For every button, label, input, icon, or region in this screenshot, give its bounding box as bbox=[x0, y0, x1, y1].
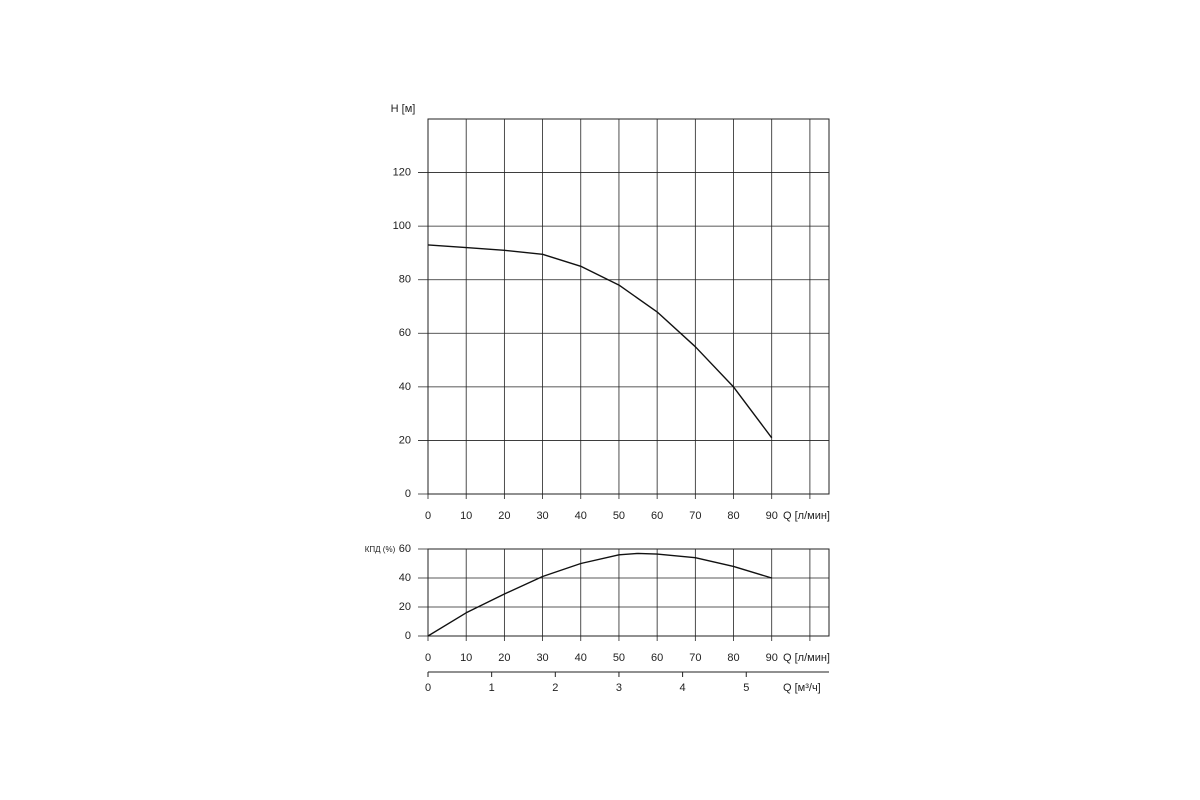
x-tick-label: 0 bbox=[425, 510, 431, 522]
y-axis-label: H [м] bbox=[391, 103, 416, 115]
x-tick-label: 40 bbox=[575, 652, 587, 664]
y-tick-label: 20 bbox=[399, 601, 411, 613]
y-tick-label: 60 bbox=[399, 327, 411, 339]
y-tick-label: 80 bbox=[399, 274, 411, 286]
x-tick-label: 60 bbox=[651, 652, 663, 664]
x-tick-label: 70 bbox=[689, 510, 701, 522]
x-tick-label: 10 bbox=[460, 652, 472, 664]
x-tick-label: 80 bbox=[727, 510, 739, 522]
y-tick-label: 40 bbox=[399, 572, 411, 584]
x-tick-label: 4 bbox=[680, 682, 686, 694]
x-tick-label: 10 bbox=[460, 510, 472, 522]
x-tick-label: 50 bbox=[613, 652, 625, 664]
x-tick-label: 0 bbox=[425, 682, 431, 694]
x-tick-label: 90 bbox=[766, 652, 778, 664]
x-tick-label: 20 bbox=[498, 510, 510, 522]
y-tick-label: 0 bbox=[405, 488, 411, 500]
y-axis-label: КПД (%) bbox=[365, 545, 396, 554]
x-tick-label: 0 bbox=[425, 652, 431, 664]
y-tick-label: 40 bbox=[399, 381, 411, 393]
x-tick-label: 20 bbox=[498, 652, 510, 664]
x-tick-label: 2 bbox=[552, 682, 558, 694]
y-tick-label: 100 bbox=[393, 220, 411, 232]
x-tick-label: 1 bbox=[489, 682, 495, 694]
x-axis-label: Q [м³/ч] bbox=[783, 682, 821, 694]
y-tick-label: 120 bbox=[393, 166, 411, 178]
x-tick-label: 3 bbox=[616, 682, 622, 694]
plot-frame bbox=[427, 118, 830, 495]
x-tick-label: 5 bbox=[743, 682, 749, 694]
x-tick-label: 30 bbox=[536, 652, 548, 664]
y-tick-label: 20 bbox=[399, 434, 411, 446]
plot-frame bbox=[427, 548, 830, 637]
x-tick-label: 70 bbox=[689, 652, 701, 664]
x-axis-label: Q [л/мин] bbox=[783, 652, 830, 664]
y-tick-label: 60 bbox=[399, 543, 411, 555]
x-tick-label: 80 bbox=[727, 652, 739, 664]
y-tick-label: 0 bbox=[405, 630, 411, 642]
x-tick-label: 50 bbox=[613, 510, 625, 522]
x-tick-label: 90 bbox=[766, 510, 778, 522]
x-tick-label: 40 bbox=[575, 510, 587, 522]
x-tick-label: 30 bbox=[536, 510, 548, 522]
x-axis-label: Q [л/мин] bbox=[783, 510, 830, 522]
curve bbox=[427, 552, 772, 637]
x-tick-label: 60 bbox=[651, 510, 663, 522]
curve bbox=[427, 244, 773, 439]
